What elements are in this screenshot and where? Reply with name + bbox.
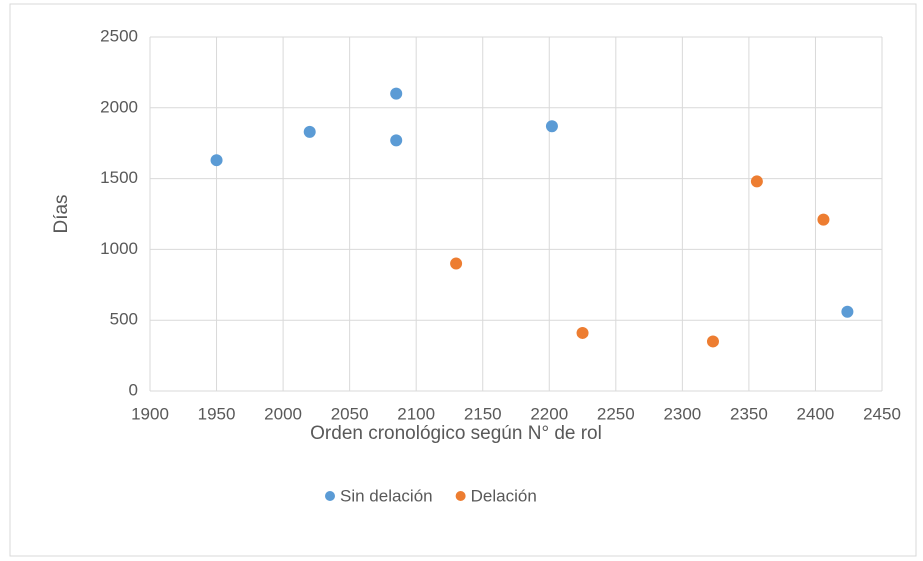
point xyxy=(390,87,403,100)
legend-marker xyxy=(325,491,335,501)
point xyxy=(210,154,223,167)
point xyxy=(576,326,589,339)
point xyxy=(390,134,403,147)
point xyxy=(841,305,854,318)
legend-label: Sin delación xyxy=(340,486,433,505)
x-axis-label: Orden cronológico según N° de rol xyxy=(310,423,602,444)
x-tick-label: 1900 xyxy=(131,404,169,423)
x-tick-label: 2200 xyxy=(530,404,568,423)
y-tick-label: 1500 xyxy=(100,168,138,187)
x-tick-label: 2150 xyxy=(464,404,502,423)
x-tick-label: 2100 xyxy=(397,404,435,423)
y-tick-label: 2000 xyxy=(100,97,138,116)
chart-frame xyxy=(9,3,917,557)
x-tick-label: 2000 xyxy=(264,404,302,423)
point xyxy=(750,175,763,188)
point xyxy=(817,213,830,226)
y-tick-label: 2500 xyxy=(100,26,138,45)
x-tick-label: 2450 xyxy=(863,404,901,423)
legend-marker xyxy=(455,491,466,501)
x-tick-label: 1950 xyxy=(198,404,236,423)
y-tick-label: 0 xyxy=(129,380,138,399)
y-axis-label: Días xyxy=(51,194,72,233)
point xyxy=(303,125,316,138)
point xyxy=(706,335,719,348)
point xyxy=(450,257,463,270)
x-tick-label: 2050 xyxy=(331,404,369,423)
y-tick-label: 500 xyxy=(110,310,138,329)
legend-label: Delación xyxy=(471,486,537,505)
x-tick-label: 2400 xyxy=(797,404,835,423)
point xyxy=(545,120,558,133)
x-tick-label: 2350 xyxy=(730,404,768,423)
x-tick-label: 2300 xyxy=(663,404,701,423)
x-tick-label: 2250 xyxy=(597,404,635,423)
y-tick-label: 1000 xyxy=(100,239,138,258)
